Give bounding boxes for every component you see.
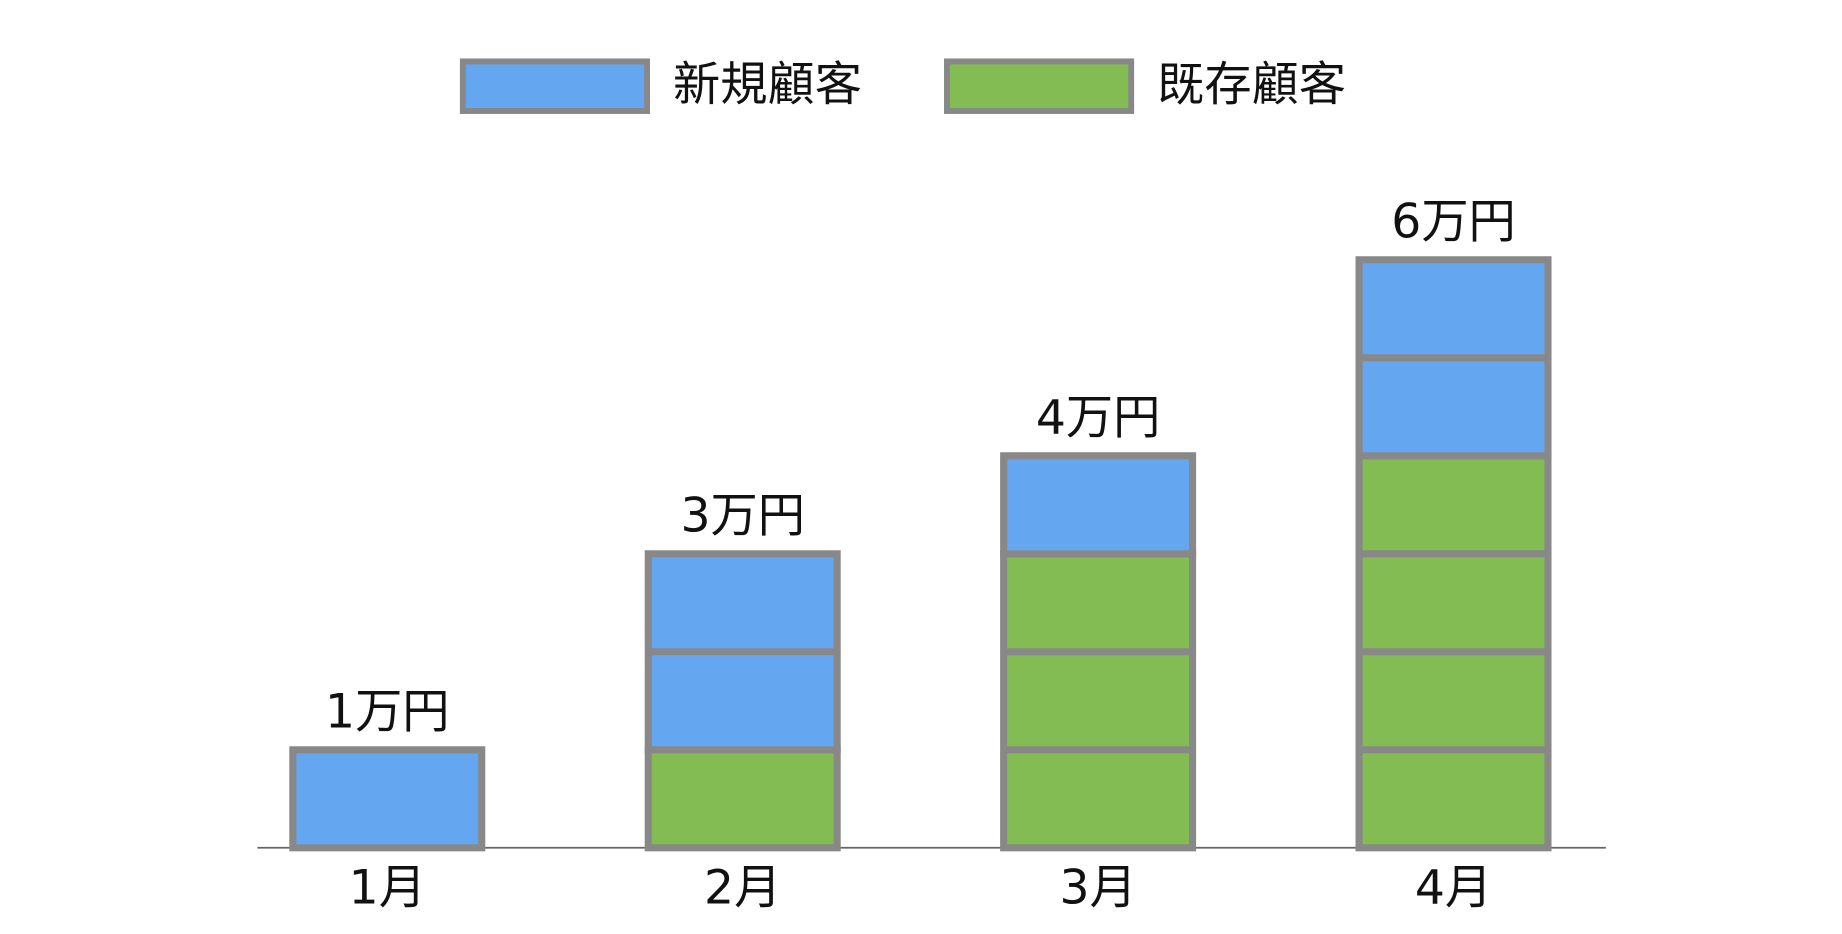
- total-label: 3万円: [680, 488, 804, 543]
- total-label: 4万円: [1036, 390, 1160, 445]
- bar-segment: [1000, 550, 1197, 852]
- x-tick-label: 4月: [1415, 860, 1492, 915]
- x-tick-label: 2月: [704, 860, 781, 915]
- legend-swatch: [944, 58, 1135, 114]
- legend-swatch: [459, 58, 651, 114]
- x-tick-label: 3月: [1059, 860, 1136, 915]
- legend-label: 既存顧客: [1157, 57, 1346, 112]
- total-label: 1万円: [325, 684, 449, 739]
- total-label: 6万円: [1391, 194, 1515, 249]
- x-tick-label: 1月: [349, 860, 426, 915]
- legend-label: 新規顧客: [673, 57, 862, 112]
- bar-segment: [644, 746, 841, 852]
- bar-segment: [289, 746, 486, 852]
- bar-segment: [1000, 452, 1197, 558]
